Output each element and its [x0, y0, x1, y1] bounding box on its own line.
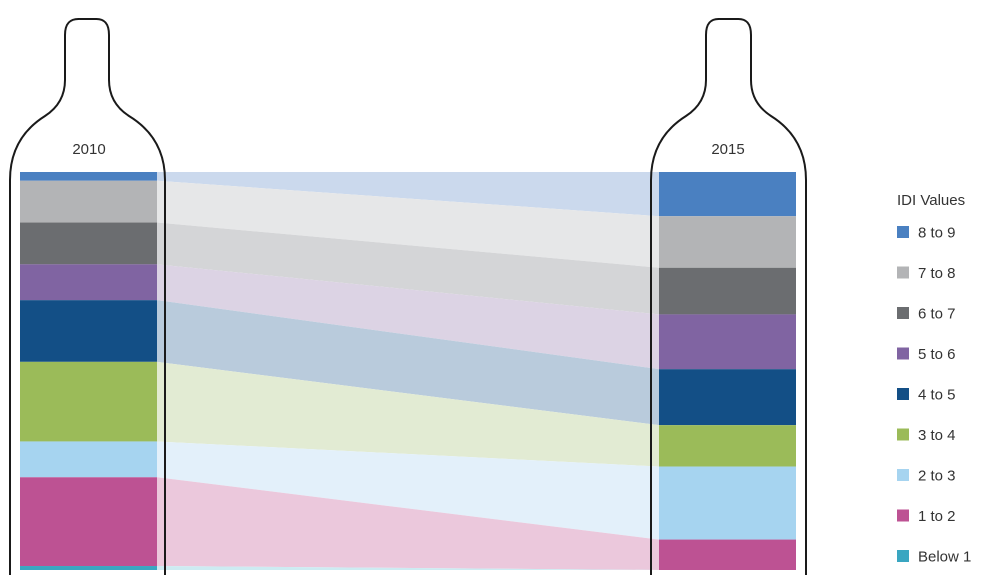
ribbon-2-to-3 — [157, 441, 659, 540]
bar-2015-5-to-6 — [659, 314, 796, 370]
legend: 8 to 9 7 to 8 6 to 7 5 to 6 4 to 5 3 to 4 2 to… — [897, 225, 971, 566]
legend-swatch-3-to-4 — [897, 428, 909, 441]
bar-2010-8-to-9 — [20, 172, 157, 181]
bar-2010-6-to-7 — [20, 222, 157, 265]
legend-swatch-7-to-8 — [897, 266, 909, 279]
ribbon-7-to-8 — [157, 180, 659, 268]
category-label-2010: 2010 — [72, 141, 105, 158]
legend-label-below-1: Below 1 — [918, 549, 971, 566]
bar-2015-8-to-9 — [659, 172, 796, 217]
bar-2015-6-to-7 — [659, 267, 796, 315]
legend-swatch-8-to-9 — [897, 226, 909, 238]
legend-label-5-to-6: 5 to 6 — [918, 346, 956, 363]
bar-2015-7-to-8 — [659, 216, 796, 268]
bar-2010-4-to-5 — [20, 300, 157, 362]
ribbon-5-to-6 — [157, 264, 659, 370]
bar-2010-below-1 — [20, 566, 157, 570]
legend-swatch-1-to-2 — [897, 509, 909, 522]
bottle-2015-outline — [650, 17, 807, 575]
stacked-bars — [20, 172, 796, 570]
bar-2010-3-to-4 — [20, 361, 157, 442]
bar-2015-3-to-4 — [659, 425, 796, 467]
bar-2010-7-to-8 — [20, 180, 157, 223]
ribbon-below-1 — [157, 566, 659, 570]
bar-2010-5-to-6 — [20, 264, 157, 301]
ribbon-3-to-4 — [157, 361, 659, 467]
bar-2010-1-to-2 — [20, 477, 157, 567]
ribbon-8-to-9 — [157, 172, 659, 217]
legend-label-4-to-5: 4 to 5 — [918, 387, 956, 404]
legend-label-6-to-7: 6 to 7 — [918, 306, 956, 323]
category-label-2015: 2015 — [711, 141, 744, 158]
ribbon-6-to-7 — [157, 222, 659, 315]
ribbon-4-to-5 — [157, 300, 659, 426]
bottle-2010-outline — [9, 17, 166, 575]
ribbon-1-to-2 — [157, 477, 659, 570]
bar-2015-2-to-3 — [659, 466, 796, 540]
bar-2015-1-to-2 — [659, 539, 796, 570]
legend-swatch-2-to-3 — [897, 469, 909, 481]
legend-label-1-to-2: 1 to 2 — [918, 508, 956, 525]
flow-ribbons — [157, 172, 659, 570]
legend-swatch-below-1 — [897, 550, 909, 562]
legend-swatch-5-to-6 — [897, 347, 909, 360]
legend-label-8-to-9: 8 to 9 — [918, 225, 956, 242]
legend-swatch-4-to-5 — [897, 388, 909, 400]
legend-label-7-to-8: 7 to 8 — [918, 265, 956, 282]
legend-label-3-to-4: 3 to 4 — [918, 427, 956, 444]
bar-2015-4-to-5 — [659, 369, 796, 426]
bar-2010-2-to-3 — [20, 441, 157, 478]
bottle-outlines — [9, 17, 807, 575]
legend-title: IDI Values — [897, 192, 965, 209]
legend-swatch-6-to-7 — [897, 307, 909, 319]
legend-label-2-to-3: 2 to 3 — [918, 468, 956, 485]
